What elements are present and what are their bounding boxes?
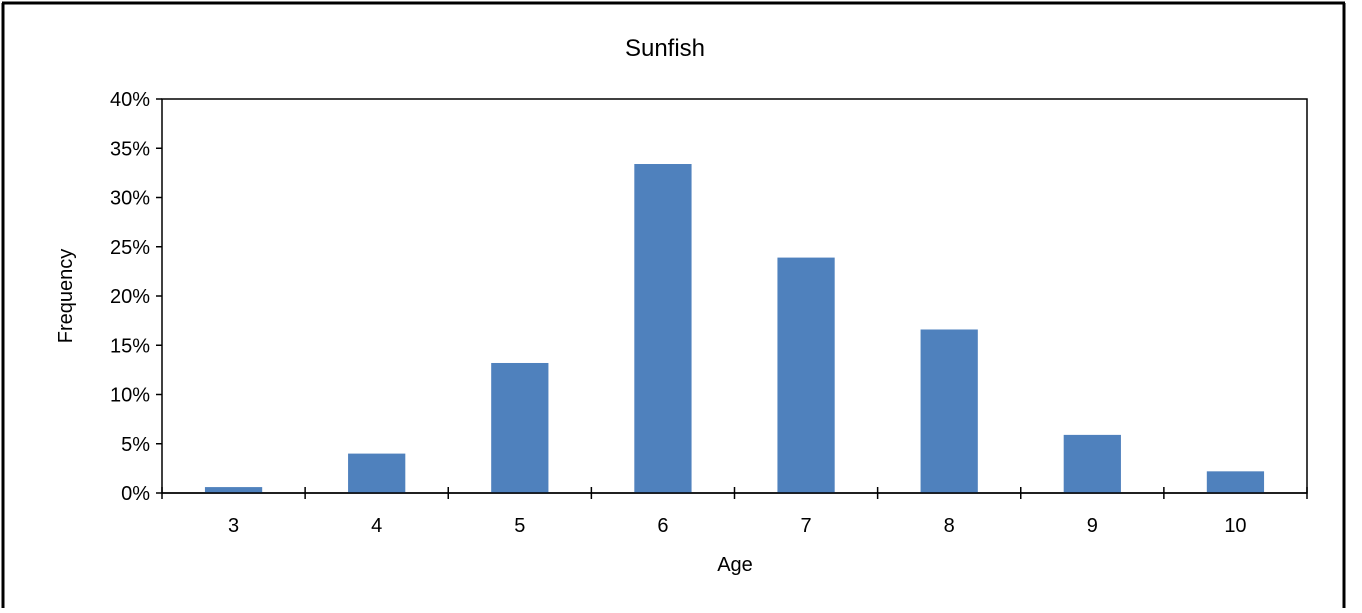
x-tick-label: 9 — [1087, 515, 1098, 537]
bar-4 — [348, 453, 406, 493]
x-tick-label: 3 — [228, 515, 239, 537]
x-tick-label: 10 — [1224, 515, 1246, 537]
x-tick-label: 8 — [944, 515, 955, 537]
y-axis-label: Frequency — [55, 249, 77, 344]
bar-5 — [491, 362, 549, 493]
y-tick-label: 35% — [110, 138, 150, 160]
x-axis-label: Age — [717, 554, 753, 576]
plot-frame — [161, 98, 1308, 494]
bar-10 — [1206, 471, 1265, 493]
x-tick-label: 4 — [371, 515, 382, 537]
x-tick-label: 7 — [801, 515, 812, 537]
y-tick-label: 25% — [110, 237, 150, 259]
y-tick-label: 40% — [110, 89, 150, 111]
bar-8 — [920, 329, 978, 493]
y-tick-label: 0% — [121, 483, 150, 505]
y-axis: 0% 5% 10% 15% 20% 25% 30% 35% 40% — [110, 89, 162, 505]
y-tick-label: 20% — [110, 286, 150, 308]
bar-series — [204, 164, 1265, 493]
x-tick-label: 5 — [514, 515, 525, 537]
x-axis: 3 4 5 6 7 8 9 10 — [161, 487, 1308, 537]
bar-3 — [204, 487, 263, 493]
y-tick-label: 30% — [110, 188, 150, 210]
bar-7 — [777, 257, 835, 493]
y-tick-label: 5% — [121, 434, 150, 456]
plot-area — [161, 98, 1308, 494]
chart-title: Sunfish — [625, 35, 705, 62]
y-tick-label: 10% — [110, 385, 150, 407]
bar-6 — [634, 164, 692, 493]
y-tick-label: 15% — [110, 335, 150, 357]
x-tick-label: 6 — [657, 515, 668, 537]
bar-9 — [1063, 434, 1121, 493]
